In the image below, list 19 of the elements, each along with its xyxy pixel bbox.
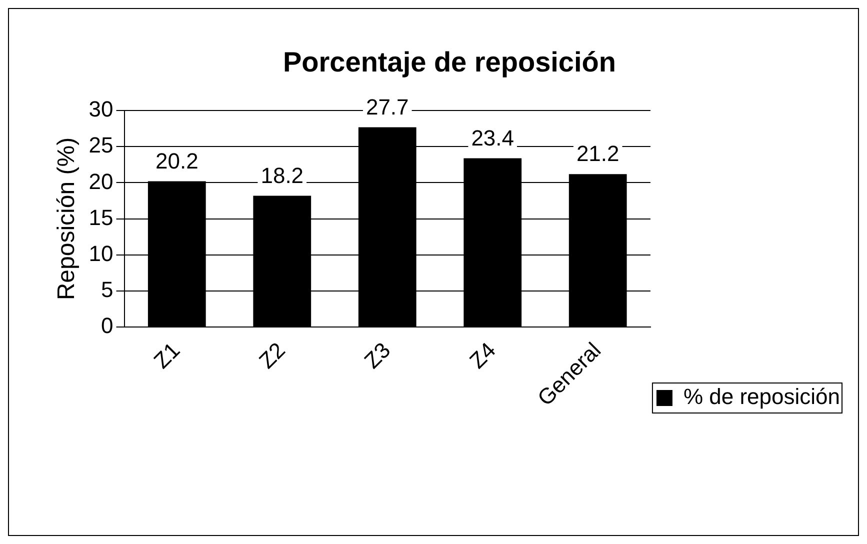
y-tick-label: 20	[88, 168, 114, 194]
data-label: 27.7	[366, 94, 409, 120]
y-tick-label: 5	[101, 276, 114, 302]
x-tick-label: Z1	[148, 337, 185, 374]
y-tick-label: 25	[88, 132, 114, 158]
data-label: 20.2	[155, 148, 198, 174]
chart-title: Porcentaje de reposición	[283, 46, 616, 78]
x-tick-label: Z4	[464, 337, 500, 374]
x-tick-label: Z2	[254, 337, 290, 374]
y-tick-label: 30	[88, 96, 114, 122]
y-tick-label: 15	[88, 204, 114, 230]
data-label: 23.4	[471, 125, 514, 150]
data-label: 21.2	[576, 141, 620, 166]
y-tick-label: 10	[88, 240, 114, 266]
legend-label: % de reposición	[683, 384, 840, 410]
y-axis-title: Reposición (%)	[53, 137, 80, 300]
y-tick-label: 0	[101, 313, 114, 338]
data-label: 18.2	[260, 162, 304, 188]
x-tick-label: Z3	[359, 337, 396, 374]
